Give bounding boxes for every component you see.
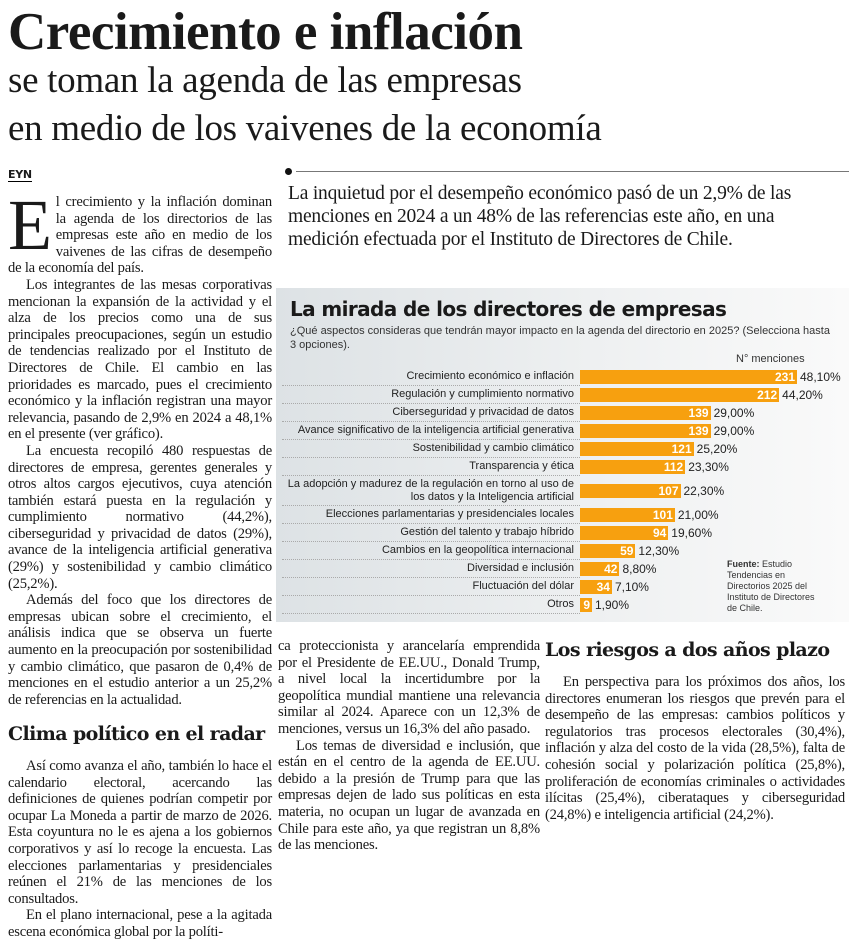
- percent-label: 21,00%: [677, 508, 719, 522]
- percent-label: 8,80%: [622, 562, 657, 576]
- paragraph: En el plano internacional, pese a la agi…: [8, 907, 272, 940]
- bar: 94: [580, 526, 669, 540]
- percent-label: 29,00%: [713, 406, 755, 420]
- percent-label: 25,20%: [696, 442, 738, 456]
- section-heading-clima: Clima político en el radar: [8, 723, 265, 745]
- chart-source: Fuente: Estudio Tendencias en Directorio…: [727, 559, 827, 614]
- bar: 212: [580, 388, 780, 402]
- value-axis-label: N° menciones: [736, 353, 805, 365]
- percent-label: 44,20%: [782, 388, 823, 402]
- percent-label: 23,30%: [688, 460, 729, 474]
- chart-row: Otros 9 1,90%: [282, 596, 835, 614]
- chart-row: Regulación y cumplimiento normativo 212 44…: [282, 386, 835, 404]
- headline-subtitle-1: se toman la agenda de las empresas: [8, 60, 522, 101]
- column-3: Los riesgos a dos años plazo En perspect…: [545, 638, 845, 823]
- category-label: Cambios en la geopolítica internacional: [282, 542, 580, 560]
- column-1-lower: Clima político en el radar Así como avan…: [8, 722, 272, 941]
- category-label: Gestión del talento y trabajo híbrido: [282, 524, 580, 542]
- chart-row: Fluctuación del dólar 34 7,10%: [282, 578, 835, 596]
- chart-row: Crecimiento económico e inflación 231 48,1…: [282, 368, 841, 386]
- chart-title: La mirada de los directores de empresas: [290, 297, 727, 321]
- paragraph: En perspectiva para los próximos dos año…: [545, 674, 845, 823]
- percent-label: 48,10%: [800, 370, 841, 384]
- headline-subtitle-2: en medio de los vaivenes de la economía: [8, 108, 602, 149]
- category-label: Otros: [282, 596, 580, 614]
- percent-label: 19,60%: [671, 526, 712, 540]
- chart-row: Sostenibilidad y cambio climático 121 25,2…: [282, 440, 835, 458]
- chart-row: La adopción y madurez de la regulación e…: [282, 476, 835, 506]
- paragraph: Los temas de diversidad e inclusión, que…: [278, 737, 540, 854]
- chart-subtitle: ¿Qué aspectos consideras que tendrán may…: [290, 325, 830, 351]
- category-label: Ciberseguridad y privacidad de datos: [282, 404, 580, 422]
- bar: 59: [580, 544, 636, 558]
- chart-row: Elecciones parlamentarias y presidencial…: [282, 506, 835, 524]
- percent-label: 22,30%: [683, 484, 725, 498]
- category-label: Elecciones parlamentarias y presidencial…: [282, 506, 580, 524]
- percent-label: 7,10%: [614, 580, 649, 594]
- paragraph-text: l crecimiento y la inflación dominan la …: [8, 194, 272, 277]
- paragraph: Así como avanza el año, también lo hace …: [8, 758, 272, 907]
- chart-rows: Crecimiento económico e inflación 231 48,1…: [282, 368, 841, 614]
- bar: 9: [580, 598, 592, 612]
- divider: [296, 171, 849, 172]
- bar: 107: [580, 484, 681, 498]
- chart-row: Cambios en la geopolítica internacional 5…: [282, 542, 835, 560]
- chart-row: Gestión del talento y trabajo híbrido 94 1…: [282, 524, 835, 542]
- percent-label: 12,30%: [638, 544, 680, 558]
- bar: 231: [580, 370, 797, 384]
- lead-quote: La inquietud por el desempeño económico …: [288, 183, 792, 250]
- category-label: La adopción y madurez de la regulación e…: [282, 476, 580, 506]
- drop-cap: E: [8, 185, 52, 265]
- category-label: Fluctuación del dólar: [282, 578, 580, 596]
- bar: 101: [580, 508, 675, 522]
- headline-title: Crecimiento e inflación: [8, 3, 523, 61]
- section-heading-riesgos: Los riesgos a dos años plazo: [545, 639, 830, 661]
- category-label: Crecimiento económico e inflación: [282, 368, 580, 386]
- bar: 139: [580, 424, 711, 438]
- percent-label: 1,90%: [595, 598, 630, 612]
- bar-chart: La mirada de los directores de empresas …: [276, 288, 849, 622]
- chart-row: Avance significativo de la inteligencia …: [282, 422, 835, 440]
- source-label: Fuente:: [727, 559, 760, 569]
- chart-row: Transparencia y ética 112 23,30%: [282, 458, 835, 476]
- bar: 139: [580, 406, 711, 420]
- category-label: Sostenibilidad y cambio climático: [282, 440, 580, 458]
- paragraph: Los integrantes de las mesas corporativa…: [8, 276, 272, 443]
- paragraph: La encuesta recopiló 480 respuestas de d…: [8, 442, 272, 592]
- chart-row: Ciberseguridad y privacidad de datos 139 2…: [282, 404, 835, 422]
- author-byline: EYN: [8, 168, 32, 182]
- bar: 112: [580, 460, 686, 474]
- category-label: Transparencia y ética: [282, 458, 580, 476]
- paragraph: ca proteccionista y arancelaría emprendi…: [278, 638, 540, 737]
- category-label: Regulación y cumplimiento normativo: [282, 386, 580, 404]
- source-text: Estudio Tendencias en Directorios 2025 d…: [727, 559, 815, 613]
- column-2: ca proteccionista y arancelaría emprendi…: [278, 638, 540, 854]
- bar: 34: [580, 580, 612, 594]
- chart-row: Diversidad e inclusión 42 8,80%: [282, 560, 835, 578]
- bar: 42: [580, 562, 620, 576]
- bar: 121: [580, 442, 694, 456]
- percent-label: 29,00%: [713, 424, 755, 438]
- category-label: Avance significativo de la inteligencia …: [282, 422, 580, 440]
- bullet-dot: [285, 168, 292, 175]
- category-label: Diversidad e inclusión: [282, 560, 580, 578]
- paragraph: Además del foco que los directores de em…: [8, 592, 272, 708]
